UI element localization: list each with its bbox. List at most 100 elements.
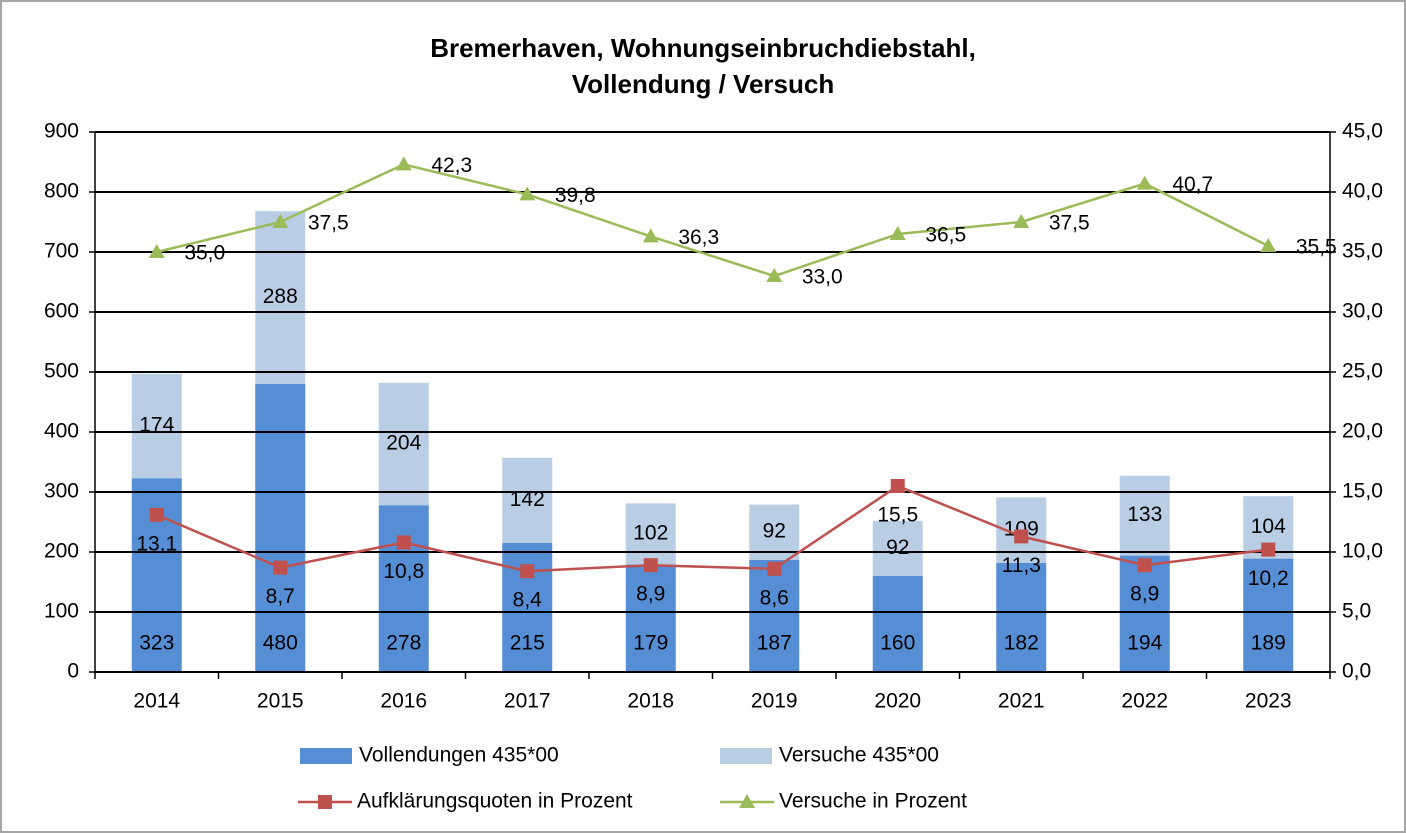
bar-value-label: 102 xyxy=(633,522,668,545)
line-marker xyxy=(273,560,288,575)
bar-value-label: 174 xyxy=(139,414,174,437)
line-value-label: 8,6 xyxy=(760,586,789,609)
line-value-label: 8,9 xyxy=(636,583,665,606)
legend-marker xyxy=(318,795,332,809)
line-value-label: 8,4 xyxy=(513,589,543,612)
chart-title: Vollendung / Versuch xyxy=(572,69,834,99)
bar-value-label: 288 xyxy=(263,285,298,308)
line-marker xyxy=(890,479,905,493)
bar xyxy=(749,504,800,560)
bar xyxy=(625,503,676,565)
x-tick-label: 2018 xyxy=(627,690,674,713)
y2-tick-label: 40,0 xyxy=(1342,180,1383,203)
y-tick-label: 0 xyxy=(67,660,79,683)
legend-marker xyxy=(739,794,755,808)
y2-tick-label: 35,0 xyxy=(1342,240,1383,263)
bar xyxy=(255,384,306,672)
bar-value-label: 92 xyxy=(886,536,909,559)
bar-value-label: 187 xyxy=(757,632,792,655)
bar-value-label: 179 xyxy=(633,632,668,655)
line-value-label: 15,5 xyxy=(877,504,918,527)
bar-value-label: 160 xyxy=(880,632,915,655)
line-marker xyxy=(1260,238,1277,252)
line-marker xyxy=(272,214,289,228)
bar xyxy=(378,505,429,672)
y2-tick-label: 30,0 xyxy=(1342,300,1383,323)
x-tick-label: 2017 xyxy=(504,690,551,713)
line-value-label: 39,8 xyxy=(555,184,596,207)
bar-value-label: 92 xyxy=(763,520,786,543)
legend-label: Versuche in Prozent xyxy=(779,790,967,813)
x-tick-label: 2015 xyxy=(257,690,304,713)
line-value-label: 35,0 xyxy=(184,242,225,265)
bar-value-label: 142 xyxy=(510,488,545,511)
legend-swatch xyxy=(300,748,352,764)
line-value-label: 36,3 xyxy=(678,226,719,249)
bar xyxy=(255,211,306,384)
bar-value-label: 182 xyxy=(1004,632,1039,655)
y2-tick-label: 45,0 xyxy=(1342,120,1383,143)
line-value-label: 13,1 xyxy=(136,532,177,555)
line-marker xyxy=(149,507,164,522)
bar xyxy=(131,373,182,479)
y-tick-label: 100 xyxy=(44,600,79,623)
legend-label: Versuche 435*00 xyxy=(779,744,939,767)
x-tick-label: 2014 xyxy=(133,690,180,713)
line-value-label: 36,5 xyxy=(925,224,966,247)
x-tick-label: 2022 xyxy=(1121,690,1168,713)
bar-value-label: 194 xyxy=(1127,632,1162,655)
line-marker xyxy=(519,186,536,201)
line-marker xyxy=(643,558,658,573)
y2-tick-label: 15,0 xyxy=(1342,480,1383,503)
y-tick-label: 800 xyxy=(44,180,79,203)
legend-label: Vollendungen 435*00 xyxy=(359,744,559,767)
y-tick-label: 400 xyxy=(44,420,79,443)
bar-value-label: 109 xyxy=(1004,518,1039,541)
bar xyxy=(378,382,429,506)
bar-value-label: 189 xyxy=(1251,632,1286,655)
line-marker xyxy=(642,228,659,243)
y-tick-label: 500 xyxy=(44,360,79,383)
bar xyxy=(1243,558,1294,672)
line-value-label: 10,2 xyxy=(1248,567,1289,590)
legend-swatch xyxy=(720,748,772,764)
y2-tick-label: 25,0 xyxy=(1342,360,1383,383)
line-value-label: 8,9 xyxy=(1130,583,1159,606)
x-tick-label: 2020 xyxy=(874,690,921,713)
line-marker xyxy=(1137,558,1152,573)
bar xyxy=(872,576,923,672)
x-tick-label: 2019 xyxy=(751,690,798,713)
line-value-label: 42,3 xyxy=(431,154,472,177)
line-marker xyxy=(396,535,411,550)
bar xyxy=(502,457,553,543)
y2-tick-label: 10,0 xyxy=(1342,540,1383,563)
bar xyxy=(749,559,800,672)
bar-value-label: 204 xyxy=(386,432,421,455)
bar-value-label: 323 xyxy=(139,632,174,655)
line-marker xyxy=(1261,542,1276,557)
line-value-label: 10,8 xyxy=(383,560,424,583)
bar xyxy=(625,564,676,672)
line-marker xyxy=(766,268,783,282)
line-value-label: 37,5 xyxy=(308,212,349,235)
line-marker xyxy=(1014,529,1029,544)
line-value-label: 8,7 xyxy=(266,585,295,608)
bar xyxy=(1119,475,1170,556)
line-value-label: 37,5 xyxy=(1049,212,1090,235)
line-marker xyxy=(889,226,906,240)
line xyxy=(156,163,1269,278)
y2-tick-label: 0,0 xyxy=(1342,660,1371,683)
y-tick-label: 600 xyxy=(44,300,79,323)
line-marker xyxy=(395,156,412,171)
y-tick-label: 700 xyxy=(44,240,79,263)
x-tick-label: 2016 xyxy=(380,690,427,713)
line-marker xyxy=(767,561,782,576)
y2-tick-label: 20,0 xyxy=(1342,420,1383,443)
chart-title: Bremerhaven, Wohnungseinbruchdiebstahl, xyxy=(430,33,976,63)
line-marker xyxy=(1136,175,1153,190)
y2-tick-label: 5,0 xyxy=(1342,600,1371,623)
line-marker xyxy=(1013,214,1030,228)
bar-value-label: 480 xyxy=(263,632,298,655)
